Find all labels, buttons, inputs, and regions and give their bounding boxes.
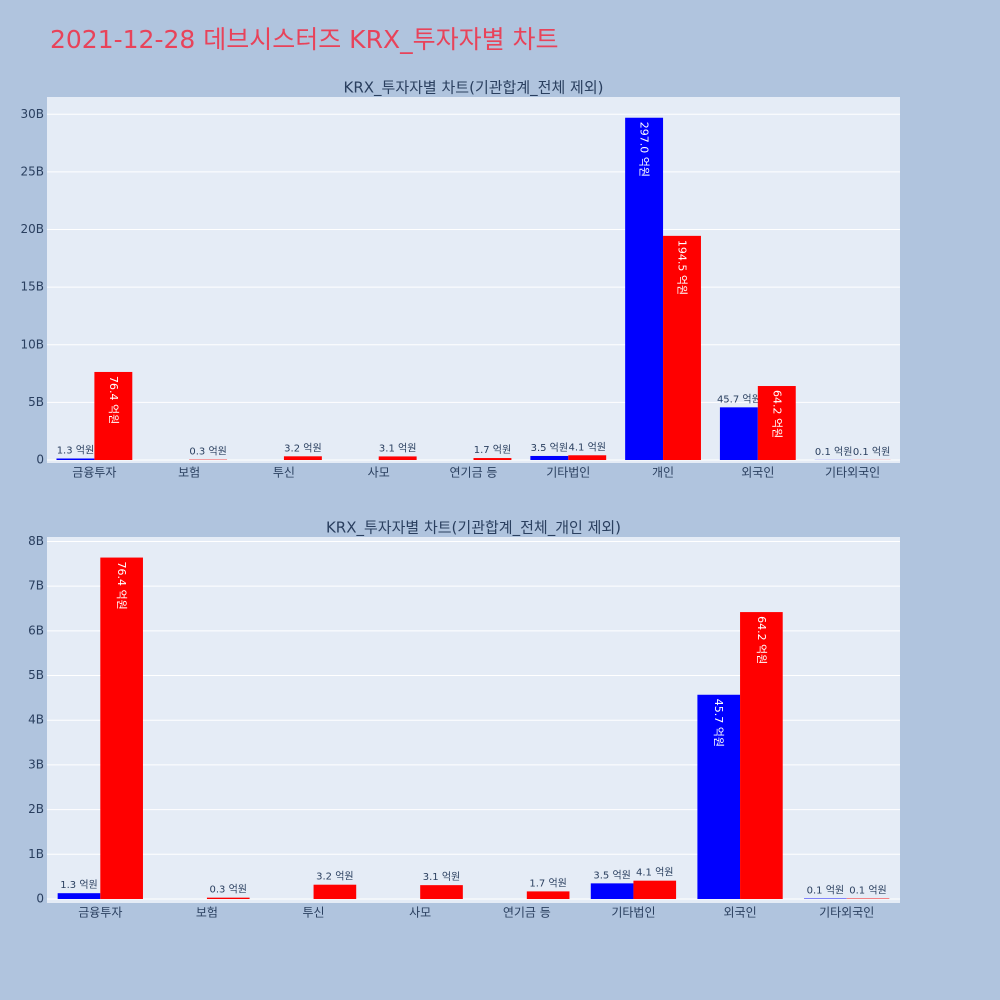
value-label: 0.1 억원 [853,446,890,458]
x-tick-label: 개인 [652,466,674,480]
x-tick-label: 외국인 [741,466,774,480]
bar [206,897,250,899]
bar [719,407,758,460]
value-label: 1.3 억원 [57,445,94,457]
value-label: 3.2 억원 [316,871,353,883]
value-label: 194.5 억원 [676,240,689,295]
value-label: 4.1 억원 [568,441,605,453]
value-label: 76.4 억원 [115,562,128,610]
x-tick-label: 연기금 등 [503,906,551,920]
x-tick-label: 외국인 [724,906,757,920]
value-label: 1.7 억원 [529,877,566,889]
bar [420,885,463,899]
y-tick-label: 0 [36,892,44,906]
value-label: 1.7 억원 [474,444,511,456]
x-tick-label: 사모 [368,466,390,480]
x-tick-label: 기타외국인 [825,466,880,480]
x-tick-label: 기타법인 [546,466,590,480]
bar [378,456,417,460]
value-label: 0.3 억원 [210,884,247,896]
y-tick-label: 1B [28,847,44,861]
bar [283,456,322,460]
x-tick-label: 투신 [303,906,325,920]
value-label: 297.0 억원 [638,122,651,177]
y-tick-label: 8B [28,534,44,548]
x-tick-label: 연기금 등 [450,466,498,480]
value-label: 45.7 억원 [712,699,725,747]
y-tick-label: 4B [28,713,44,727]
bar [526,891,570,899]
value-label: 64.2 억원 [770,390,783,438]
chart-title: KRX_투자자별 차트(기관합계_전체 제외) [344,79,604,98]
bar [94,371,133,460]
bar [57,893,101,899]
bar [663,235,701,460]
value-label: 4.1 억원 [636,867,673,879]
chart-title: KRX_투자자별 차트(기관합계_전체_개인 제외) [326,519,621,538]
bar [590,883,634,899]
bar [473,458,512,460]
value-label: 3.1 억원 [379,442,416,454]
value-label: 0.3 억원 [189,446,226,458]
y-tick-label: 10B [20,337,44,351]
y-tick-label: 20B [20,222,44,236]
bar [56,458,95,460]
bar [625,117,664,460]
value-label: 3.5 억원 [593,869,630,881]
bar [313,884,357,899]
x-tick-label: 금융투자 [78,906,122,920]
page-title: 2021-12-28 데브시스터즈 KRX_투자자별 차트 [50,25,559,54]
y-tick-label: 7B [28,579,44,593]
y-tick-label: 25B [20,164,44,178]
y-tick-label: 30B [20,107,44,121]
y-tick-label: 6B [28,623,44,637]
y-tick-label: 5B [28,395,44,409]
value-label: 0.1 억원 [807,885,844,897]
bar [757,386,796,460]
value-label: 64.2 억원 [755,616,768,664]
x-tick-label: 사모 [409,906,431,920]
bar [697,694,741,899]
value-label: 1.3 억원 [60,879,97,891]
bar [568,455,607,460]
y-tick-label: 15B [20,280,44,294]
y-tick-label: 5B [28,668,44,682]
x-tick-label: 기타법인 [611,906,655,920]
y-tick-label: 2B [28,802,44,816]
x-tick-label: 금융투자 [72,466,116,480]
value-label: 76.4 억원 [107,376,120,424]
value-label: 0.1 억원 [815,446,852,458]
x-tick-label: 투신 [273,466,295,480]
value-label: 3.5 억원 [531,442,568,454]
x-tick-label: 기타외국인 [819,906,874,920]
bar [100,557,143,899]
bar [633,880,677,899]
y-tick-label: 0 [36,453,44,467]
value-label: 3.1 억원 [423,871,460,883]
x-tick-label: 보험 [178,466,200,480]
value-label: 0.1 억원 [849,885,886,897]
value-label: 45.7 억원 [717,393,761,405]
value-label: 3.2 억원 [284,442,321,454]
x-tick-label: 보험 [196,906,218,920]
y-tick-label: 3B [28,757,44,771]
bar [740,612,783,899]
bar [530,455,569,460]
